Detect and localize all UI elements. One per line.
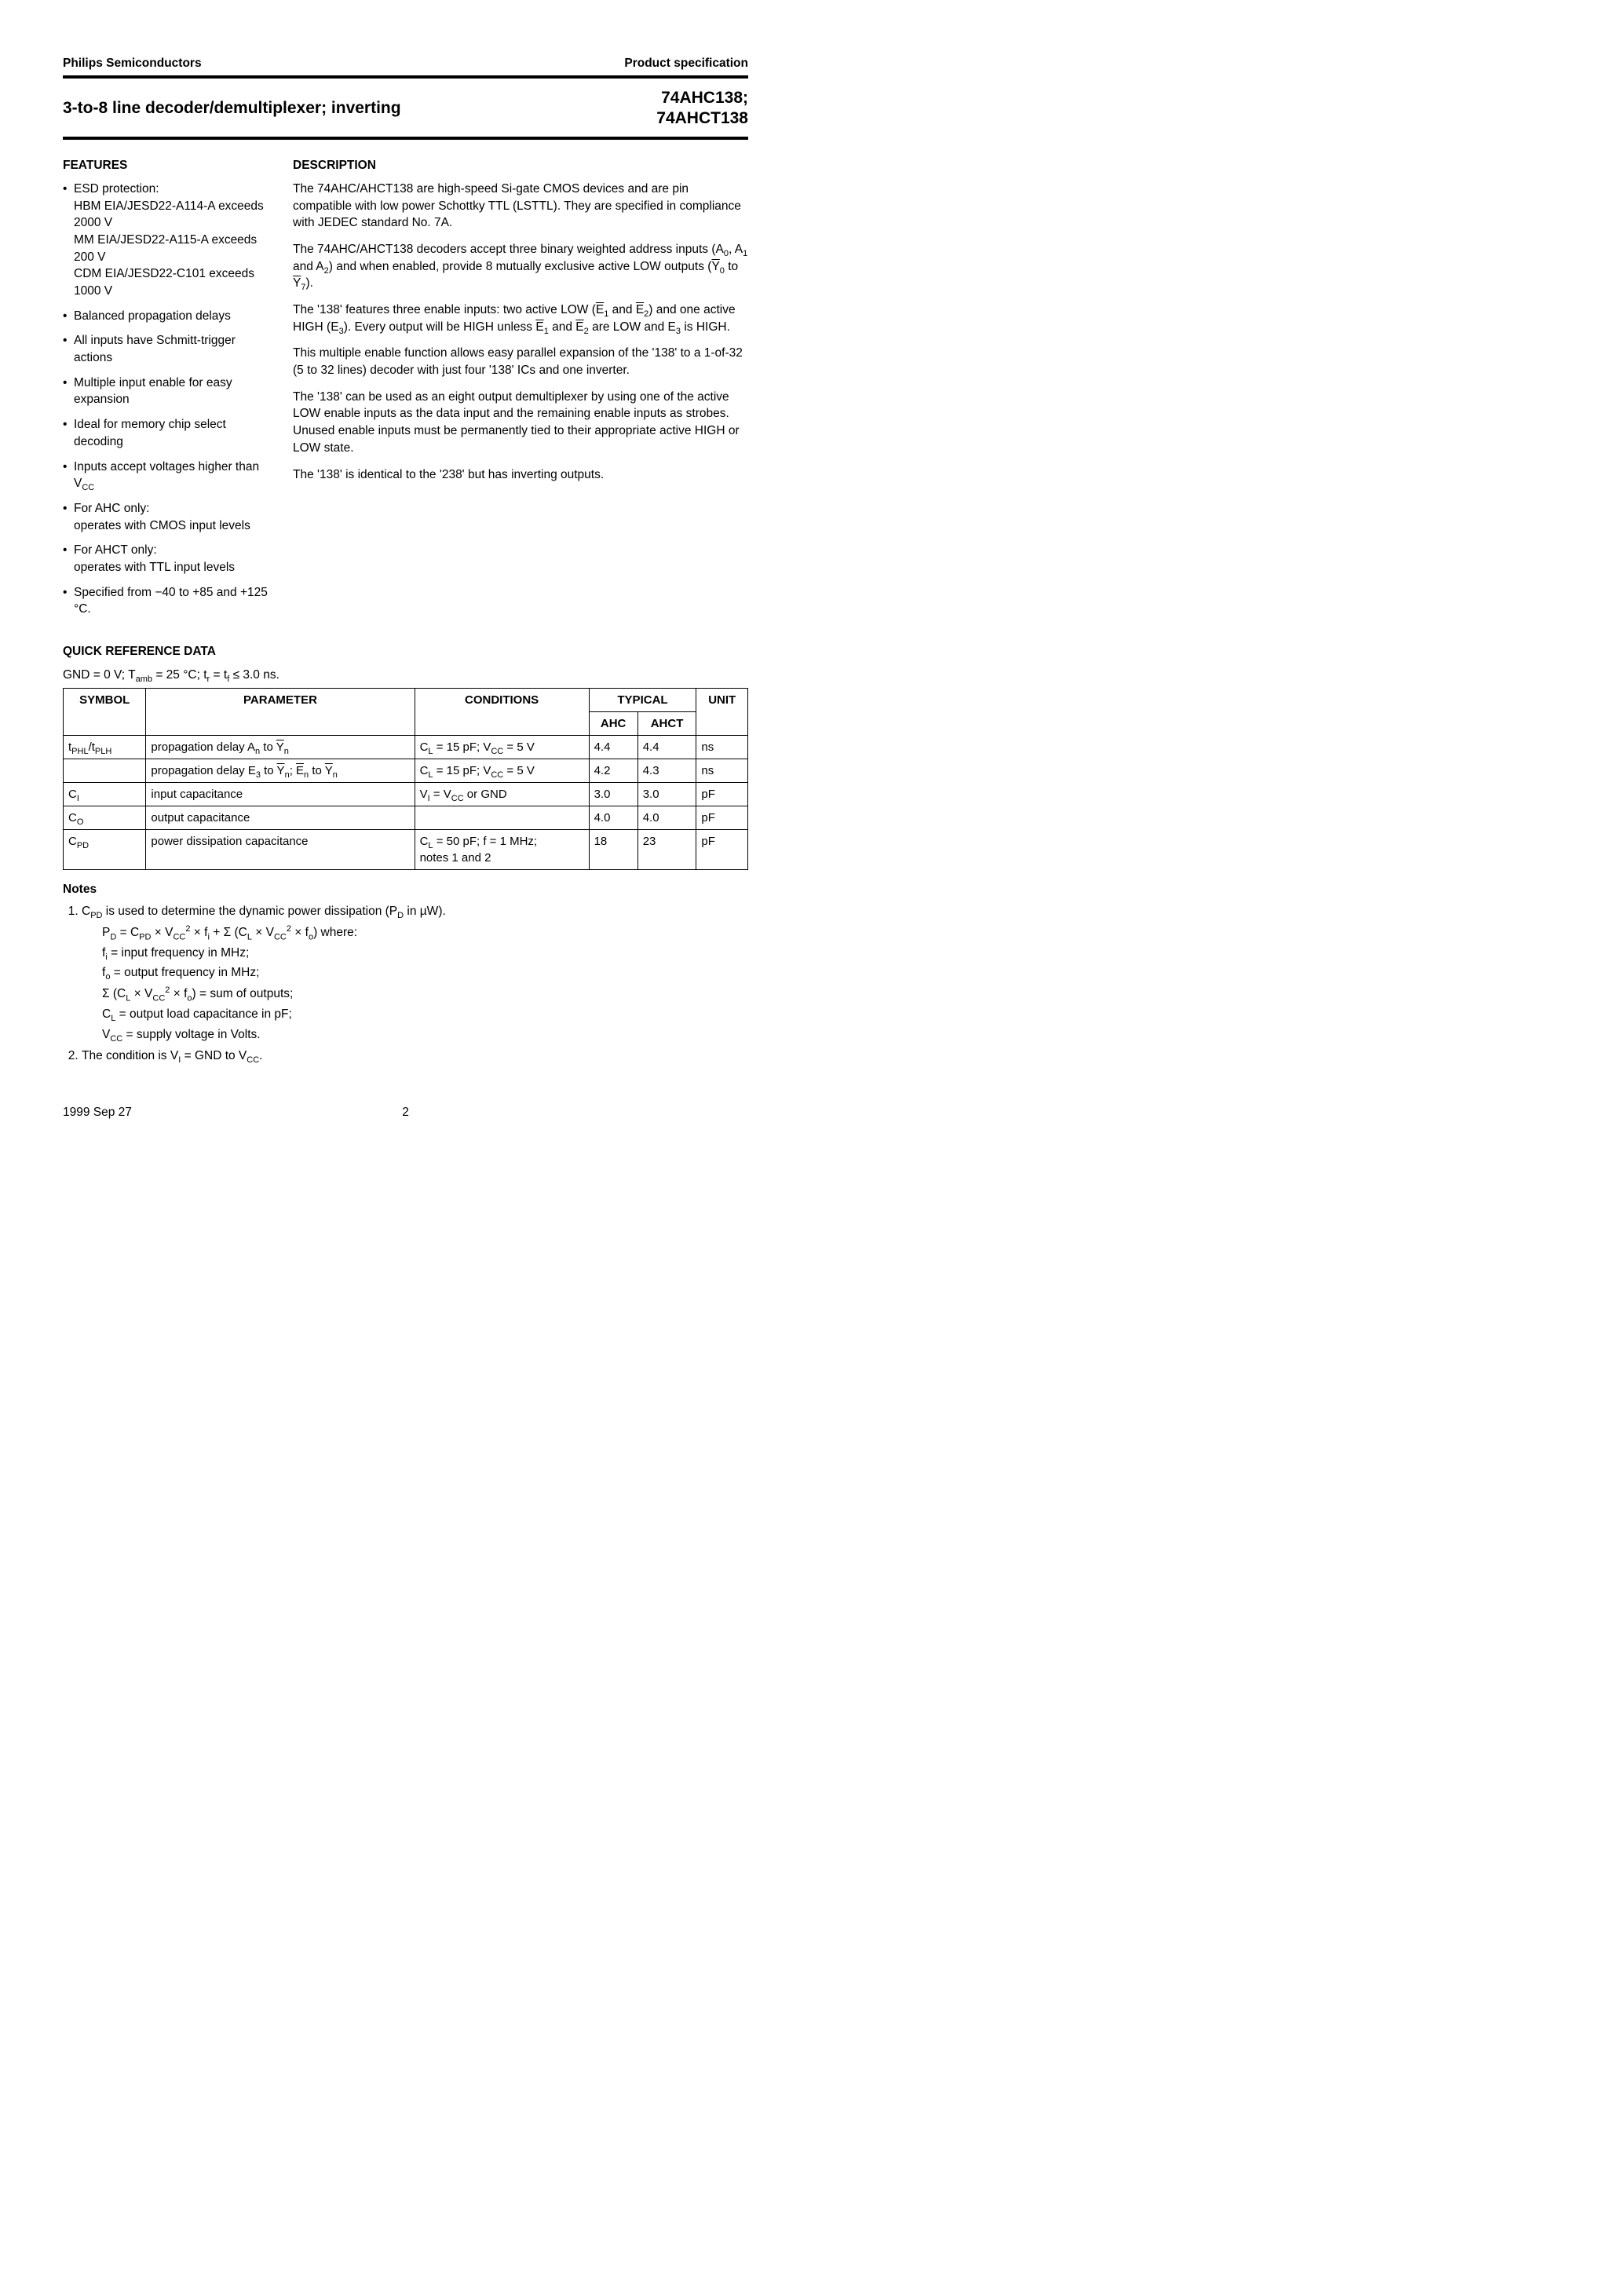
cell-conditions: VI = VCC or GND [415,783,589,806]
qref-conditions: GND = 0 V; Tamb = 25 °C; tr = tf ≤ 3.0 n… [63,667,748,684]
desc-p1: The 74AHC/AHCT138 are high-speed Si-gate… [293,181,748,232]
cell-unit: ns [696,759,748,783]
feature-item: Multiple input enable for easy expansion [63,375,271,408]
qref-table: SYMBOL PARAMETER CONDITIONS TYPICAL UNIT… [63,688,748,870]
th-symbol: SYMBOL [64,689,146,736]
th-unit: UNIT [696,689,748,736]
table-row: tPHL/tPLHpropagation delay An to YnCL = … [64,736,748,759]
cell-conditions: CL = 15 pF; VCC = 5 V [415,736,589,759]
feature-item: Specified from −40 to +85 and +125 °C. [63,584,271,618]
note-def: VCC = supply voltage in Volts. [102,1026,748,1044]
cell-ahct: 4.4 [637,736,696,759]
cell-ahc: 4.0 [589,806,637,830]
desc-p5: The '138' can be used as an eight output… [293,389,748,457]
header-right: Product specification [624,55,748,72]
cell-ahc: 3.0 [589,783,637,806]
cell-conditions: CL = 15 pF; VCC = 5 V [415,759,589,783]
qref-heading: QUICK REFERENCE DATA [63,643,748,660]
features-heading: FEATURES [63,157,271,174]
cell-unit: pF [696,783,748,806]
feature-item: For AHC only:operates with CMOS input le… [63,500,271,534]
note-1: CPD is used to determine the dynamic pow… [82,903,748,1043]
th-parameter: PARAMETER [146,689,415,736]
table-row: COoutput capacitance4.04.0pF [64,806,748,830]
note-def: Σ (CL × VCC2 × fo) = sum of outputs; [102,985,748,1003]
cell-conditions [415,806,589,830]
features-list: ESD protection:HBM EIA/JESD22-A114-A exc… [63,181,271,618]
cell-ahct: 3.0 [637,783,696,806]
th-ahct: AHCT [637,712,696,736]
cell-symbol: tPHL/tPLH [64,736,146,759]
description-heading: DESCRIPTION [293,157,748,174]
cell-ahct: 23 [637,830,696,870]
desc-p2: The 74AHC/AHCT138 decoders accept three … [293,241,748,292]
notes-list: CPD is used to determine the dynamic pow… [63,903,748,1065]
cell-parameter: propagation delay An to Yn [146,736,415,759]
page-number: 2 [402,1104,409,1121]
feature-item: Inputs accept voltages higher than VCC [63,459,271,492]
cell-parameter: output capacitance [146,806,415,830]
desc-p3: The '138' features three enable inputs: … [293,302,748,335]
cell-parameter: propagation delay E3 to Yn; En to Yn [146,759,415,783]
table-row: CPDpower dissipation capacitanceCL = 50 … [64,830,748,870]
cell-ahc: 4.4 [589,736,637,759]
feature-item: For AHCT only:operates with TTL input le… [63,542,271,576]
cell-ahct: 4.3 [637,759,696,783]
note-def: fo = output frequency in MHz; [102,964,748,982]
desc-p4: This multiple enable function allows eas… [293,345,748,378]
cell-unit: pF [696,806,748,830]
feature-item: ESD protection:HBM EIA/JESD22-A114-A exc… [63,181,271,300]
feature-item: Ideal for memory chip select decoding [63,416,271,450]
cell-symbol: CO [64,806,146,830]
table-row: propagation delay E3 to Yn; En to YnCL =… [64,759,748,783]
cell-symbol [64,759,146,783]
cell-unit: pF [696,830,748,870]
page-footer: 1999 Sep 27 2 [63,1104,748,1121]
cell-conditions: CL = 50 pF; f = 1 MHz;notes 1 and 2 [415,830,589,870]
feature-item: Balanced propagation delays [63,308,271,325]
note-def: fi = input frequency in MHz; [102,945,748,962]
table-row: CIinput capacitanceVI = VCC or GND3.03.0… [64,783,748,806]
cell-symbol: CPD [64,830,146,870]
part-number-1: 74AHC138; [656,88,748,108]
cell-symbol: CI [64,783,146,806]
notes-heading: Notes [63,881,748,898]
page-title: 3-to-8 line decoder/demultiplexer; inver… [63,97,401,119]
footer-date: 1999 Sep 27 [63,1106,132,1119]
feature-item: All inputs have Schmitt-trigger actions [63,332,271,366]
cell-ahc: 18 [589,830,637,870]
title-band: 3-to-8 line decoder/demultiplexer; inver… [63,79,748,137]
note-def: CL = output load capacitance in pF; [102,1006,748,1023]
cell-ahc: 4.2 [589,759,637,783]
cell-parameter: input capacitance [146,783,415,806]
desc-p6: The '138' is identical to the '238' but … [293,466,748,484]
th-conditions: CONDITIONS [415,689,589,736]
cell-ahct: 4.0 [637,806,696,830]
th-typical: TYPICAL [589,689,696,712]
part-number-2: 74AHCT138 [656,108,748,129]
header-left: Philips Semiconductors [63,55,202,72]
cell-unit: ns [696,736,748,759]
cell-parameter: power dissipation capacitance [146,830,415,870]
part-numbers: 74AHC138; 74AHCT138 [656,88,748,130]
th-ahc: AHC [589,712,637,736]
note-1-eq: PD = CPD × VCC2 × fi + Σ (CL × VCC2 × fo… [102,923,748,941]
running-header: Philips Semiconductors Product specifica… [63,55,748,72]
note-2: The condition is VI = GND to VCC. [82,1047,748,1065]
